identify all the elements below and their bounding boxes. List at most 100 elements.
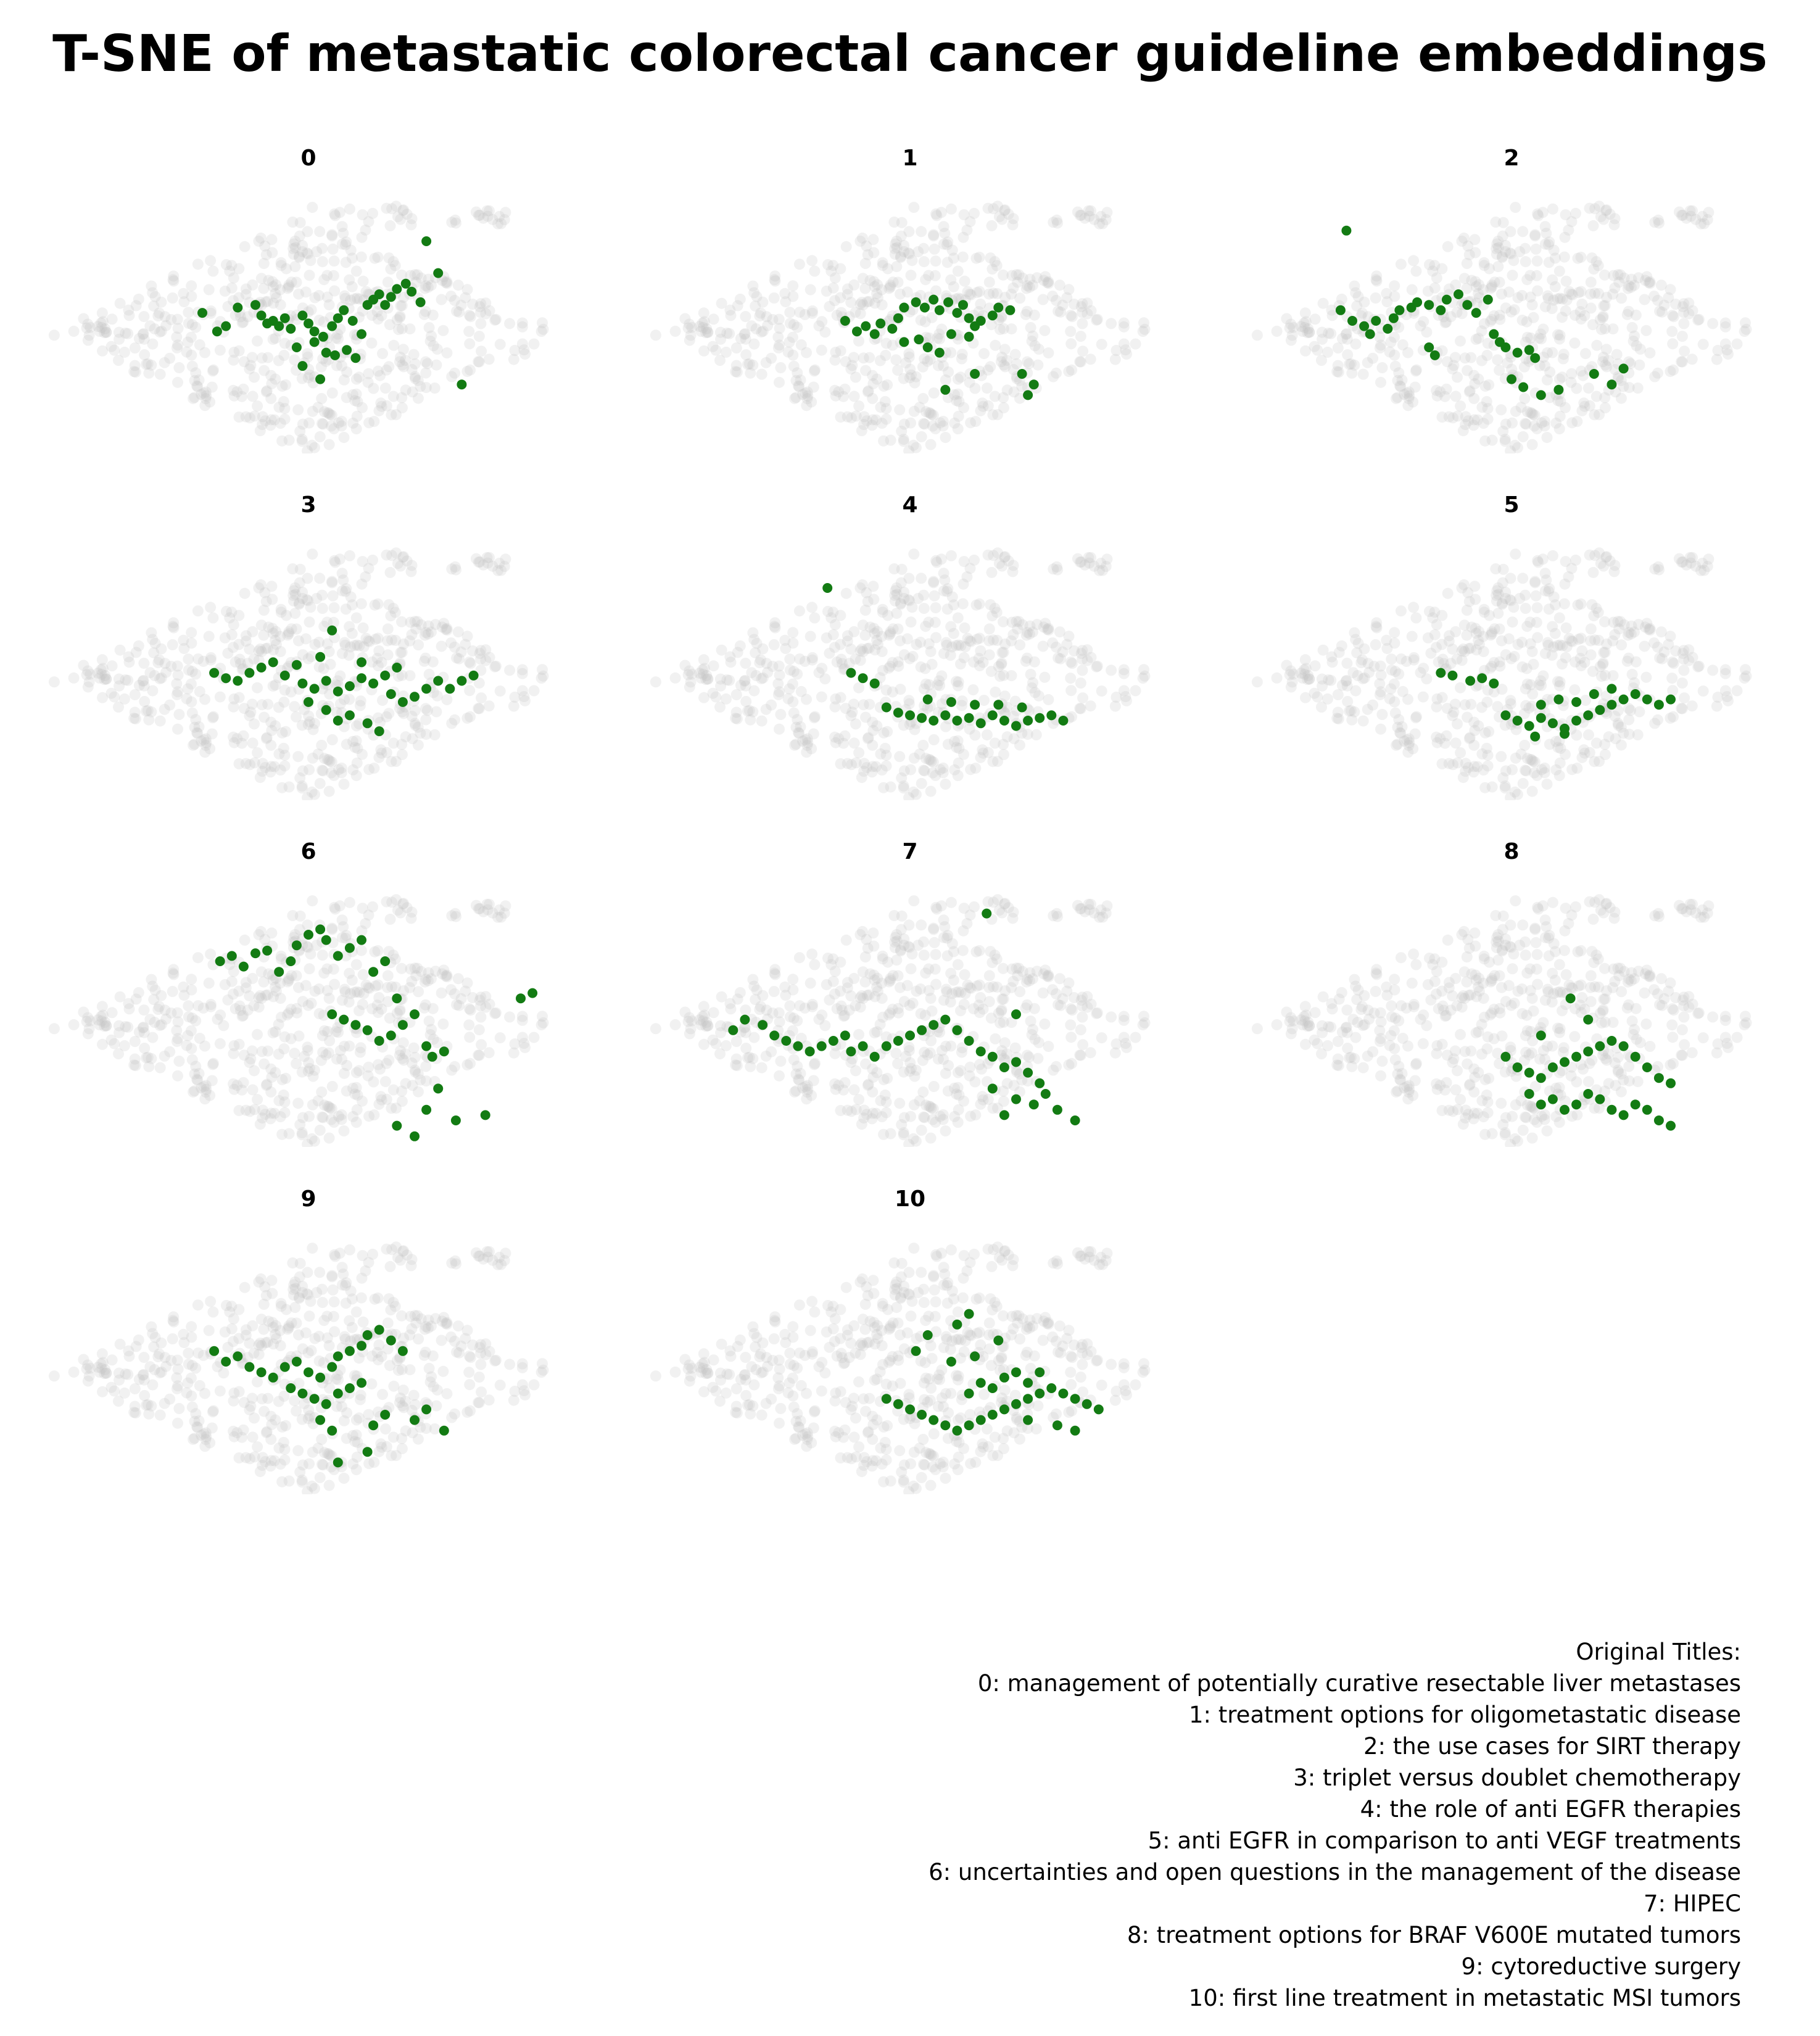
background-point — [845, 1057, 857, 1068]
background-point — [489, 314, 501, 326]
background-point — [440, 970, 452, 982]
background-point — [425, 279, 437, 291]
background-point — [679, 313, 691, 325]
scatter-panel: 7 — [645, 838, 1175, 1147]
background-point — [1431, 272, 1442, 284]
background-point — [397, 344, 409, 355]
background-point — [154, 673, 166, 685]
background-point — [289, 242, 301, 254]
background-point — [956, 695, 968, 707]
highlight-point — [728, 1025, 738, 1035]
background-point — [1634, 343, 1646, 355]
background-point — [376, 1003, 387, 1015]
background-point — [872, 639, 883, 650]
background-point — [394, 1004, 406, 1016]
background-point — [1530, 243, 1542, 255]
background-point — [1492, 608, 1504, 619]
background-point — [822, 259, 833, 270]
background-point — [981, 729, 993, 741]
background-point — [1429, 975, 1441, 987]
background-point — [835, 292, 846, 304]
background-point — [695, 672, 707, 684]
background-point — [1554, 676, 1566, 688]
background-point — [792, 1015, 803, 1027]
background-point — [275, 950, 287, 962]
background-point — [867, 1086, 879, 1098]
background-point — [904, 1057, 916, 1069]
background-point — [853, 335, 864, 347]
background-point — [258, 283, 270, 294]
background-point — [122, 328, 134, 339]
background-point — [750, 647, 761, 659]
background-point — [1302, 670, 1314, 681]
background-point — [85, 1015, 96, 1027]
background-point — [853, 682, 864, 693]
background-point — [1359, 672, 1370, 684]
background-point — [859, 605, 871, 616]
background-point — [1546, 650, 1558, 661]
background-point — [716, 297, 727, 309]
background-point — [1069, 992, 1080, 1003]
background-point — [1561, 641, 1573, 653]
background-point — [854, 929, 866, 940]
background-point — [842, 1104, 853, 1116]
background-point — [866, 1113, 878, 1125]
background-point — [280, 1072, 292, 1084]
background-point — [772, 689, 784, 700]
background-point — [750, 300, 761, 312]
background-point — [983, 649, 995, 661]
background-point — [895, 230, 907, 242]
background-point — [307, 724, 319, 735]
background-point — [1639, 621, 1651, 633]
background-point — [1622, 283, 1634, 294]
background-point — [94, 1019, 105, 1030]
background-point — [1074, 703, 1086, 714]
background-point — [793, 259, 805, 270]
background-point — [1007, 560, 1019, 571]
background-point — [289, 235, 301, 247]
background-point — [302, 226, 313, 238]
background-point — [1516, 290, 1528, 301]
background-point — [1079, 212, 1091, 224]
background-point — [266, 378, 278, 389]
background-point — [350, 265, 362, 277]
background-point — [787, 331, 798, 343]
background-point — [509, 1038, 521, 1049]
background-point — [201, 1083, 212, 1095]
background-point — [669, 325, 681, 337]
background-point — [1678, 1000, 1690, 1012]
background-point — [419, 629, 431, 641]
background-point — [1006, 270, 1018, 281]
background-point — [415, 381, 426, 392]
background-point — [909, 377, 920, 389]
background-point — [410, 276, 422, 288]
background-point — [1590, 391, 1602, 402]
background-point — [1342, 1043, 1354, 1054]
background-point — [270, 639, 282, 650]
background-point — [684, 318, 695, 330]
background-point — [331, 360, 342, 371]
background-point — [1024, 628, 1035, 640]
background-point — [1452, 1065, 1463, 1077]
background-point — [1613, 1066, 1624, 1078]
background-point — [756, 715, 767, 727]
background-point — [1403, 386, 1415, 398]
highlight-point — [905, 1030, 915, 1041]
background-point — [1285, 681, 1297, 693]
background-point — [1468, 414, 1480, 426]
background-point — [1456, 308, 1468, 320]
background-point — [1594, 409, 1605, 421]
background-point — [516, 338, 528, 350]
background-point — [793, 381, 805, 392]
background-point — [242, 658, 254, 669]
background-point — [1043, 278, 1054, 289]
background-point — [1469, 378, 1481, 389]
background-point — [509, 345, 521, 356]
highlight-point — [321, 935, 331, 945]
background-point — [149, 291, 161, 302]
background-point — [1317, 333, 1328, 345]
highlight-point — [881, 702, 891, 713]
background-point — [397, 706, 408, 718]
background-point — [955, 640, 967, 652]
background-point — [1463, 643, 1475, 655]
